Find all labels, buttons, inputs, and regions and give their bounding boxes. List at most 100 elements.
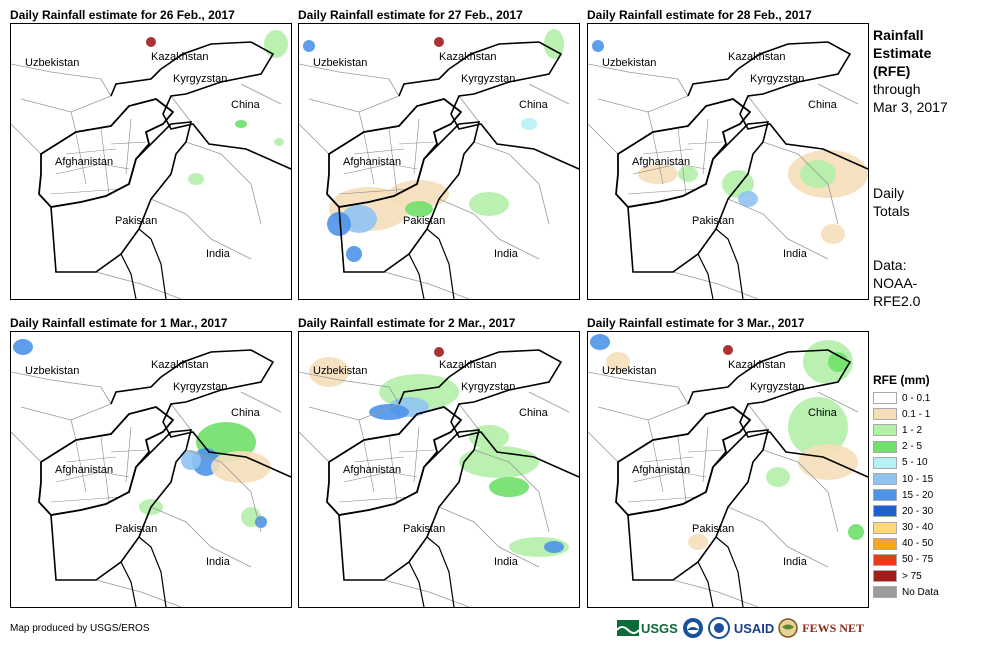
- title-line5: Mar 3, 2017: [873, 99, 948, 115]
- rainfall-patch: [521, 118, 537, 130]
- province-boundary: [398, 141, 435, 145]
- rainfall-map: Kazakhstan Uzbekistan Kyrgyzstan China Afgha…: [298, 23, 580, 300]
- map-canvas: Kazakhstan Uzbekistan Kyrgyzstan China Afgha…: [11, 30, 291, 299]
- rainfall-patch: [592, 40, 604, 52]
- admin-boundary: [528, 83, 570, 105]
- legend-swatch: [873, 537, 897, 550]
- province-boundary: [632, 163, 707, 175]
- province-boundary: [398, 449, 435, 453]
- province-boundary: [702, 118, 709, 175]
- province-boundary: [353, 456, 405, 463]
- admin-boundary: [588, 431, 619, 463]
- country-label-kyrgyzstan: Kyrgyzstan: [750, 73, 804, 85]
- panel-title: Daily Rainfall estimate for 1 Mar., 2017: [10, 316, 228, 330]
- rainfall-patch: [235, 120, 247, 128]
- legend-label: 2 - 5: [902, 441, 923, 453]
- legend-label: > 75: [902, 570, 922, 582]
- legend-swatch: [873, 440, 897, 453]
- legend-row: No Data: [873, 584, 939, 600]
- country-label-pakistan: Pakistan: [115, 215, 157, 227]
- province-boundary: [363, 441, 375, 493]
- pakistan-border: [50, 429, 193, 581]
- province-boundary: [388, 128, 398, 195]
- rainfall-patch: [303, 40, 315, 52]
- legend-label: 5 - 10: [902, 457, 928, 469]
- province-boundary: [677, 436, 687, 503]
- country-label-afghanistan: Afghanistan: [55, 464, 113, 476]
- legend-label: 1 - 2: [902, 424, 923, 436]
- rainfall-patch: [738, 191, 758, 207]
- legend-label: 10 - 15: [902, 473, 934, 485]
- map-canvas: Kazakhstan Uzbekistan Kyrgyzstan China Afgha…: [588, 334, 868, 607]
- rainfall-map: Kazakhstan Uzbekistan Kyrgyzstan China Afgha…: [10, 331, 292, 608]
- province-boundary: [652, 133, 664, 185]
- afghanistan-border: [615, 98, 752, 208]
- country-label-china: China: [519, 99, 549, 111]
- country-label-pakistan: Pakistan: [115, 523, 157, 535]
- admin-boundary: [150, 198, 252, 260]
- country-label-india: India: [206, 556, 231, 568]
- daily-line2: Totals: [873, 203, 910, 219]
- data-line3: RFE2.0: [873, 293, 921, 309]
- country-label-india: India: [494, 556, 519, 568]
- india-border: [120, 536, 167, 607]
- admin-boundary: [299, 371, 400, 405]
- pakistan-border: [50, 121, 193, 273]
- rainfall-patch: [848, 524, 864, 540]
- title-line4: through: [873, 81, 921, 97]
- province-boundary: [50, 496, 122, 503]
- rainfall-patch: [309, 357, 349, 387]
- rainfall-areas: [590, 334, 864, 550]
- country-label-kazakhstan: Kazakhstan: [151, 359, 208, 371]
- rainfall-map: Kazakhstan Uzbekistan Kyrgyzstan China Afgha…: [587, 331, 869, 608]
- admin-boundary: [727, 506, 829, 568]
- country-label-afghanistan: Afghanistan: [55, 156, 113, 168]
- legend-swatch: [873, 586, 897, 599]
- panel-title: Daily Rainfall estimate for 3 Mar., 2017: [587, 316, 805, 330]
- legend-label: 0.1 - 1: [902, 408, 931, 420]
- admin-boundary: [817, 83, 859, 105]
- admin-boundary: [588, 123, 619, 155]
- india-border: [697, 228, 744, 299]
- legend-row: 0.1 - 1: [873, 406, 939, 422]
- legend-swatch: [873, 424, 897, 437]
- india-border: [697, 536, 744, 607]
- map-canvas: Kazakhstan Uzbekistan Kyrgyzstan China Afgha…: [299, 347, 579, 607]
- india-border: [408, 228, 455, 299]
- admin-boundary: [170, 95, 192, 123]
- admin-boundary: [458, 403, 480, 431]
- rainfall-patch: [590, 334, 610, 350]
- admin-boundary: [672, 579, 759, 607]
- legend-swatch: [873, 392, 897, 405]
- province-boundary: [100, 436, 110, 503]
- admin-boundary: [473, 449, 550, 533]
- rainfall-patch: [688, 534, 708, 550]
- data-line2: NOAA-: [873, 275, 918, 291]
- rainfall-areas: [592, 40, 868, 244]
- province-boundary: [125, 426, 132, 483]
- panel-title: Daily Rainfall estimate for 28 Feb., 201…: [587, 8, 812, 22]
- logo-strip: USGS USAID FEWS NET: [617, 617, 864, 639]
- kazakhstan-border: [398, 68, 450, 97]
- country-label-pakistan: Pakistan: [403, 215, 445, 227]
- legend-row: 1 - 2: [873, 422, 939, 438]
- country-label-pakistan: Pakistan: [692, 215, 734, 227]
- pakistan-border: [338, 429, 481, 581]
- country-label-kazakhstan: Kazakhstan: [151, 51, 208, 63]
- country-label-india: India: [783, 556, 808, 568]
- admin-boundary: [747, 403, 769, 431]
- legend-swatch: [873, 570, 897, 583]
- country-label-uzbekistan: Uzbekistan: [25, 57, 79, 69]
- province-boundary: [677, 128, 687, 195]
- country-label-kazakhstan: Kazakhstan: [728, 359, 785, 371]
- province-boundary: [353, 148, 405, 155]
- province-boundary: [413, 118, 420, 175]
- admin-boundary: [438, 506, 540, 568]
- country-label-kazakhstan: Kazakhstan: [439, 51, 496, 63]
- legend-label: 50 - 75: [902, 554, 934, 566]
- admin-boundary: [170, 403, 192, 431]
- admin-boundary: [528, 391, 570, 413]
- legend-row: 20 - 30: [873, 503, 939, 519]
- admin-boundary: [70, 419, 77, 441]
- province-boundary: [75, 133, 87, 185]
